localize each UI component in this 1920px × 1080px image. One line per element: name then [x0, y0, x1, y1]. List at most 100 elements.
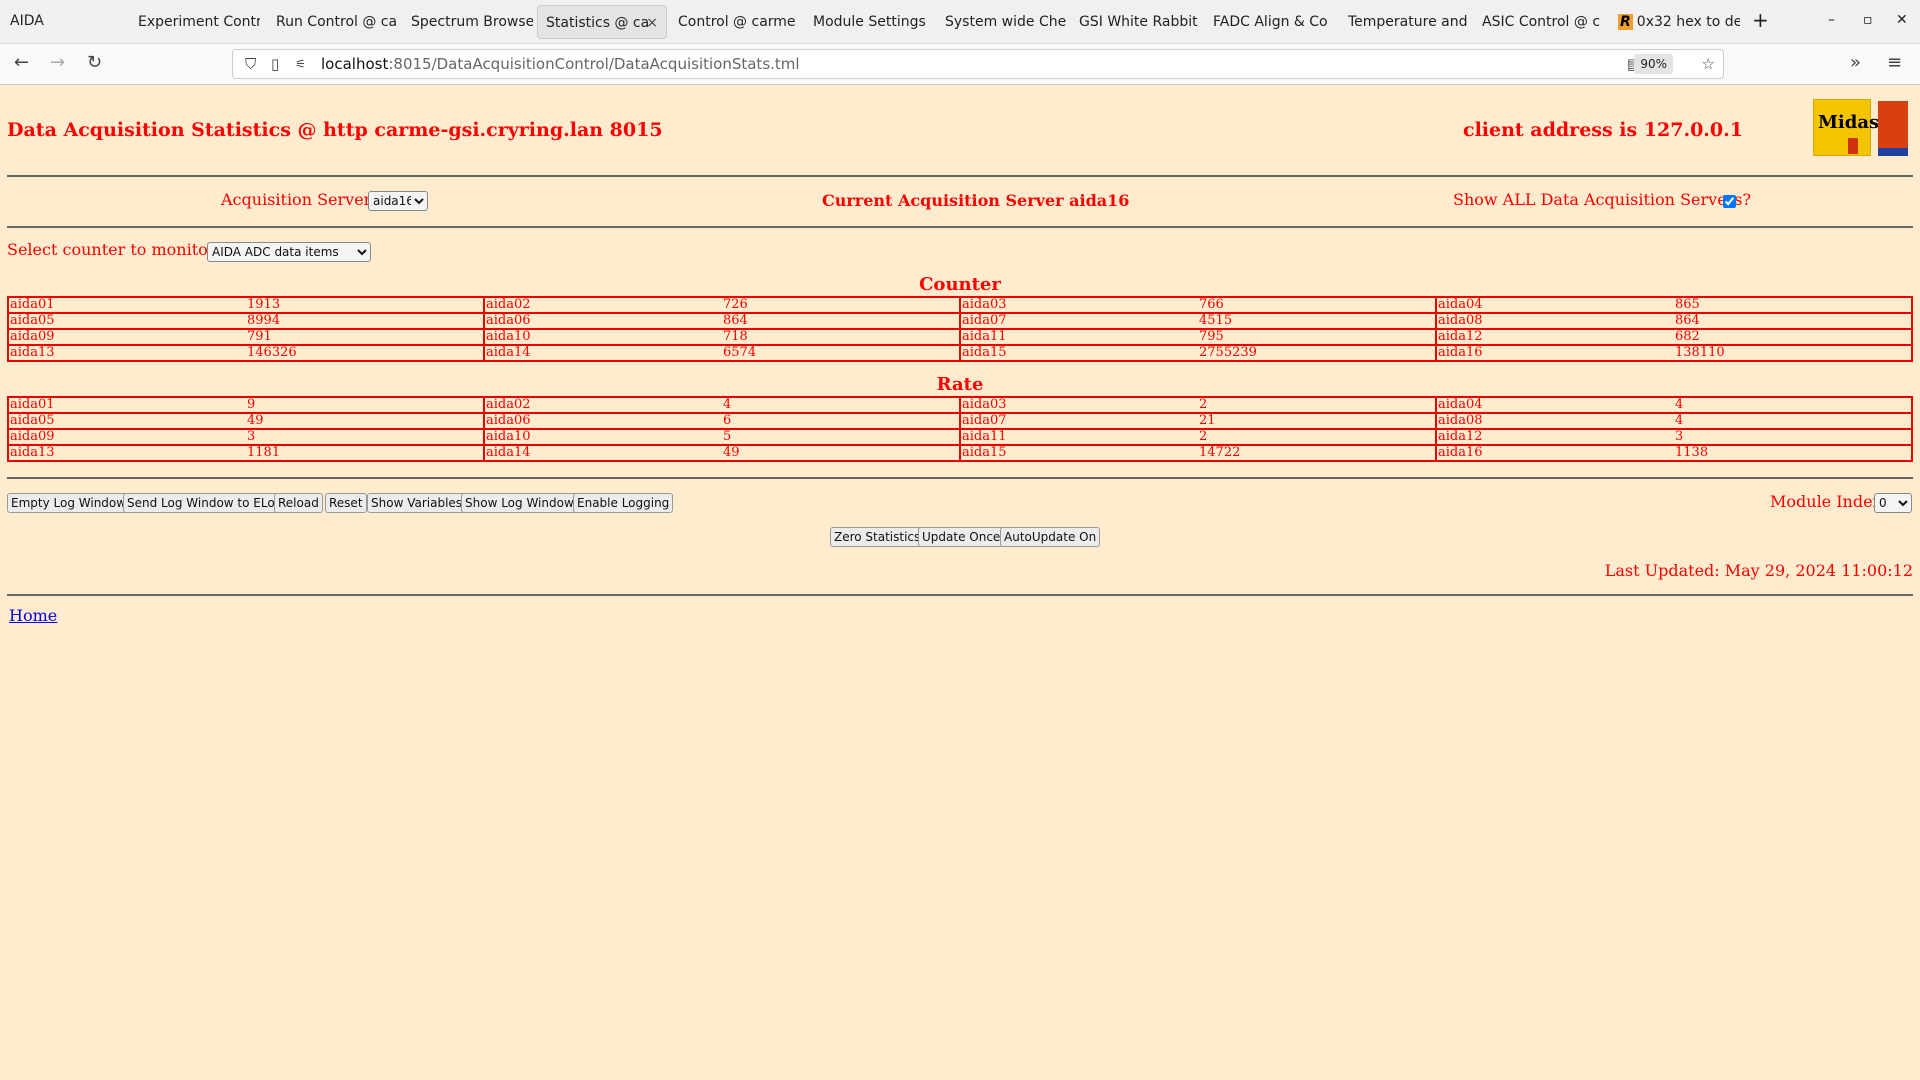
cell-name: aida01 [7, 396, 246, 414]
counter-select-label: Select counter to monitor [7, 240, 216, 259]
cell-name: aida04 [1435, 396, 1674, 414]
cell-name: aida10 [483, 428, 722, 446]
cell-name: aida16 [1435, 344, 1674, 362]
browser-tab[interactable]: GSI White Rabbit [1071, 5, 1201, 39]
module-index-label: Module Index [1770, 492, 1882, 511]
cell-value: 865 [1674, 296, 1913, 314]
url-bar[interactable]: ⛉ ▯ ⚟ localhost:8015/DataAcquisitionCont… [232, 49, 1724, 79]
reload-button[interactable]: Reload [274, 493, 323, 513]
cell-value: 2 [1198, 396, 1437, 414]
tab-label: Experiment Contr [138, 14, 260, 30]
page-icon: ▯ [271, 55, 280, 73]
browser-tab[interactable]: ASIC Control @ c [1474, 5, 1604, 39]
cell-value: 3 [246, 428, 485, 446]
browser-tab[interactable]: Temperature and [1340, 5, 1470, 39]
browser-tab[interactable]: FADC Align & Co [1205, 5, 1335, 39]
shield-icon: ⛉ [245, 55, 257, 73]
counter-heading: Counter [919, 274, 1001, 295]
close-tab-icon[interactable]: × [646, 15, 658, 31]
cell-value: 2755239 [1198, 344, 1437, 362]
cell-value: 4 [1674, 396, 1913, 414]
cell-name: aida01 [7, 296, 246, 314]
back-icon[interactable]: ← [14, 52, 30, 73]
cell-name: aida10 [483, 328, 722, 346]
autoupdate-on-button[interactable]: AutoUpdate On [1000, 527, 1101, 547]
cell-value: 9 [246, 396, 485, 414]
page-title: Data Acquisition Statistics @ http carme… [7, 119, 663, 141]
cell-name: aida11 [959, 328, 1198, 346]
cell-name: aida09 [7, 428, 246, 446]
cell-value: 4 [722, 396, 961, 414]
divider [7, 594, 1913, 596]
cell-name: aida11 [959, 428, 1198, 446]
cell-value: 791 [246, 328, 485, 346]
cell-name: aida05 [7, 312, 246, 330]
browser-tab[interactable]: Experiment Contr [130, 5, 260, 39]
close-window-button[interactable]: ✕ [1896, 12, 1908, 28]
cell-value: 3 [1674, 428, 1913, 446]
cell-value: 718 [722, 328, 961, 346]
minimize-button[interactable]: – [1828, 12, 1835, 28]
last-updated: Last Updated: May 29, 2024 11:00:12 [1604, 561, 1913, 580]
tab-label: FADC Align & Co [1213, 14, 1328, 30]
cell-value: 864 [1674, 312, 1913, 330]
permissions-icon[interactable]: ⚟ [295, 57, 306, 71]
reload-icon[interactable]: ↻ [87, 52, 103, 73]
tab-label: Statistics @ ca [546, 15, 650, 31]
zoom-level[interactable]: 90% [1634, 54, 1673, 74]
counter-table: aida01 1913 aida02 726 aida03 766 aida04 865 aid… [7, 296, 1913, 362]
send-log-window-to-elog-button[interactable]: Send Log Window to ELog [123, 493, 287, 513]
favicon-r-icon: R [1618, 14, 1633, 30]
midas-logo: Midas [1813, 99, 1879, 156]
show-log-window-button[interactable]: Show Log Window [461, 493, 578, 513]
cell-name: aida06 [483, 312, 722, 330]
tab-label: Temperature and [1348, 14, 1468, 30]
reset-button[interactable]: Reset [325, 493, 367, 513]
counter-select[interactable]: AIDA ADC data items [207, 242, 371, 262]
cell-name: aida02 [483, 396, 722, 414]
maximize-button[interactable]: ▫ [1863, 12, 1873, 28]
cell-name: aida12 [1435, 328, 1674, 346]
forward-icon[interactable]: → [50, 52, 66, 73]
tab-label: 0x32 hex to de [1636, 14, 1740, 30]
browser-tab[interactable]: System wide Che [937, 5, 1067, 39]
tab-label: Spectrum Browse [411, 14, 533, 30]
overflow-icon[interactable]: » [1850, 52, 1862, 73]
divider [7, 477, 1913, 479]
table-row: aida09 3 aida10 5 aida11 2 aida12 3 [7, 428, 1913, 446]
browser-tab[interactable]: Spectrum Browse [403, 5, 533, 39]
home-link[interactable]: Home [9, 606, 58, 625]
tab-label: ASIC Control @ c [1482, 14, 1601, 30]
empty-log-window-button[interactable]: Empty Log Window [7, 493, 131, 513]
cell-value: 4515 [1198, 312, 1437, 330]
browser-tab[interactable]: Module Settings [805, 5, 935, 39]
browser-tab[interactable]: Run Control @ ca [268, 5, 398, 39]
show-all-checkbox[interactable] [1723, 195, 1736, 208]
rate-heading: Rate [936, 374, 984, 395]
new-tab-button[interactable]: + [1752, 8, 1769, 32]
tab-label: GSI White Rabbit [1079, 14, 1198, 30]
menu-icon[interactable]: ≡ [1887, 52, 1903, 73]
show-variables-button[interactable]: Show Variables [367, 493, 467, 513]
cell-value: 49 [246, 412, 485, 430]
browser-tab[interactable]: Statistics @ ca × [537, 5, 667, 39]
update-once-button[interactable]: Update Once [918, 527, 1005, 547]
zero-statistics-button[interactable]: Zero Statistics [830, 527, 925, 547]
divider [7, 226, 1913, 228]
cell-value: 1138 [1674, 444, 1913, 462]
current-server: Current Acquisition Server aida16 [822, 191, 1130, 210]
enable-logging-button[interactable]: Enable Logging [573, 493, 674, 513]
module-index-select[interactable]: 0 [1874, 493, 1912, 513]
table-row: aida13 146326 aida14 6574 aida15 2755239 aida1… [7, 344, 1913, 362]
browser-tab[interactable]: R 0x32 hex to de [1610, 5, 1740, 39]
cell-name: aida05 [7, 412, 246, 430]
cell-value: 49 [722, 444, 961, 462]
cell-name: aida14 [483, 344, 722, 362]
cell-value: 21 [1198, 412, 1437, 430]
acq-server-select[interactable]: aida16 [368, 191, 428, 211]
cell-value: 138110 [1674, 344, 1913, 362]
browser-tab[interactable]: Control @ carme [670, 5, 800, 39]
bookmark-star-icon[interactable]: ☆ [1701, 55, 1715, 73]
cell-value: 5 [722, 428, 961, 446]
cell-name: aida12 [1435, 428, 1674, 446]
